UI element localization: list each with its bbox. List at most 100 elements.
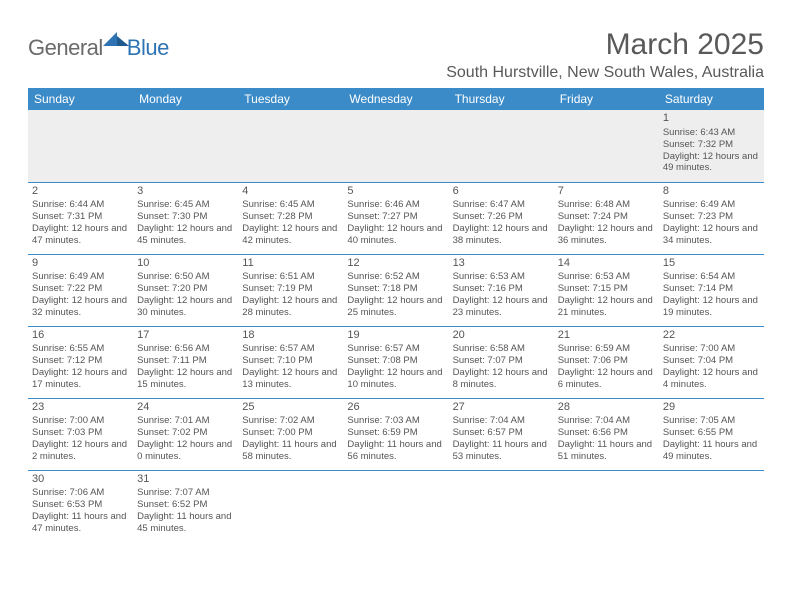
calendar-day: 27Sunrise: 7:04 AMSunset: 6:57 PMDayligh… <box>449 398 554 470</box>
day-number: 30 <box>32 473 129 487</box>
sunset-line: Sunset: 7:07 PM <box>453 355 550 367</box>
sunset-line: Sunset: 6:56 PM <box>558 427 655 439</box>
calendar-day: 4Sunrise: 6:45 AMSunset: 7:28 PMDaylight… <box>238 182 343 254</box>
calendar-empty <box>343 470 448 542</box>
day-number: 24 <box>137 401 234 415</box>
sunset-line: Sunset: 7:23 PM <box>663 211 760 223</box>
calendar-empty <box>133 110 238 182</box>
sunset-line: Sunset: 6:53 PM <box>32 499 129 511</box>
sunset-line: Sunset: 7:18 PM <box>347 283 444 295</box>
calendar-day: 21Sunrise: 6:59 AMSunset: 7:06 PMDayligh… <box>554 326 659 398</box>
calendar-week: 9Sunrise: 6:49 AMSunset: 7:22 PMDaylight… <box>28 254 764 326</box>
daylight-line: Daylight: 12 hours and 38 minutes. <box>453 223 550 247</box>
sunset-line: Sunset: 7:22 PM <box>32 283 129 295</box>
sunset-line: Sunset: 7:02 PM <box>137 427 234 439</box>
daylight-line: Daylight: 12 hours and 6 minutes. <box>558 367 655 391</box>
logo-text-general: General <box>28 35 103 61</box>
sunrise-line: Sunrise: 6:45 AM <box>242 199 339 211</box>
calendar-table: SundayMondayTuesdayWednesdayThursdayFrid… <box>28 88 764 542</box>
day-number: 14 <box>558 257 655 271</box>
calendar-empty <box>449 470 554 542</box>
calendar-day: 1Sunrise: 6:43 AMSunset: 7:32 PMDaylight… <box>659 110 764 182</box>
day-number: 15 <box>663 257 760 271</box>
day-number: 21 <box>558 329 655 343</box>
day-number: 31 <box>137 473 234 487</box>
calendar-day: 9Sunrise: 6:49 AMSunset: 7:22 PMDaylight… <box>28 254 133 326</box>
sunset-line: Sunset: 7:14 PM <box>663 283 760 295</box>
calendar-day: 26Sunrise: 7:03 AMSunset: 6:59 PMDayligh… <box>343 398 448 470</box>
sunset-line: Sunset: 6:52 PM <box>137 499 234 511</box>
sunset-line: Sunset: 7:15 PM <box>558 283 655 295</box>
calendar-week: 2Sunrise: 6:44 AMSunset: 7:31 PMDaylight… <box>28 182 764 254</box>
sunrise-line: Sunrise: 6:45 AM <box>137 199 234 211</box>
title-block: March 2025 South Hurstville, New South W… <box>446 28 764 82</box>
day-header: Thursday <box>449 88 554 110</box>
calendar-day: 15Sunrise: 6:54 AMSunset: 7:14 PMDayligh… <box>659 254 764 326</box>
day-number: 25 <box>242 401 339 415</box>
daylight-line: Daylight: 12 hours and 2 minutes. <box>32 439 129 463</box>
sunset-line: Sunset: 7:20 PM <box>137 283 234 295</box>
day-number: 12 <box>347 257 444 271</box>
day-number: 19 <box>347 329 444 343</box>
day-number: 2 <box>32 185 129 199</box>
daylight-line: Daylight: 11 hours and 45 minutes. <box>137 511 234 535</box>
sunset-line: Sunset: 7:00 PM <box>242 427 339 439</box>
sunrise-line: Sunrise: 6:58 AM <box>453 343 550 355</box>
daylight-line: Daylight: 12 hours and 4 minutes. <box>663 367 760 391</box>
daylight-line: Daylight: 12 hours and 30 minutes. <box>137 295 234 319</box>
daylight-line: Daylight: 12 hours and 21 minutes. <box>558 295 655 319</box>
day-header: Tuesday <box>238 88 343 110</box>
daylight-line: Daylight: 12 hours and 42 minutes. <box>242 223 339 247</box>
day-number: 8 <box>663 185 760 199</box>
sunrise-line: Sunrise: 6:57 AM <box>347 343 444 355</box>
daylight-line: Daylight: 12 hours and 28 minutes. <box>242 295 339 319</box>
calendar-empty <box>449 110 554 182</box>
sunset-line: Sunset: 6:57 PM <box>453 427 550 439</box>
calendar-week: 1Sunrise: 6:43 AMSunset: 7:32 PMDaylight… <box>28 110 764 182</box>
daylight-line: Daylight: 11 hours and 58 minutes. <box>242 439 339 463</box>
sunset-line: Sunset: 7:30 PM <box>137 211 234 223</box>
logo-text-blue: Blue <box>127 35 169 61</box>
day-header: Wednesday <box>343 88 448 110</box>
sunset-line: Sunset: 7:24 PM <box>558 211 655 223</box>
day-header: Monday <box>133 88 238 110</box>
daylight-line: Daylight: 12 hours and 25 minutes. <box>347 295 444 319</box>
daylight-line: Daylight: 11 hours and 56 minutes. <box>347 439 444 463</box>
sunrise-line: Sunrise: 6:43 AM <box>663 127 760 139</box>
location: South Hurstville, New South Wales, Austr… <box>446 64 764 82</box>
sunrise-line: Sunrise: 6:55 AM <box>32 343 129 355</box>
sunset-line: Sunset: 6:59 PM <box>347 427 444 439</box>
sunset-line: Sunset: 7:04 PM <box>663 355 760 367</box>
sunrise-line: Sunrise: 6:51 AM <box>242 271 339 283</box>
daylight-line: Daylight: 12 hours and 49 minutes. <box>663 151 760 175</box>
calendar-day: 16Sunrise: 6:55 AMSunset: 7:12 PMDayligh… <box>28 326 133 398</box>
calendar-day: 20Sunrise: 6:58 AMSunset: 7:07 PMDayligh… <box>449 326 554 398</box>
header: General Blue March 2025 South Hurstville… <box>28 28 764 82</box>
calendar-day: 30Sunrise: 7:06 AMSunset: 6:53 PMDayligh… <box>28 470 133 542</box>
daylight-line: Daylight: 12 hours and 34 minutes. <box>663 223 760 247</box>
sunset-line: Sunset: 7:31 PM <box>32 211 129 223</box>
calendar-day: 2Sunrise: 6:44 AMSunset: 7:31 PMDaylight… <box>28 182 133 254</box>
day-number: 20 <box>453 329 550 343</box>
day-number: 6 <box>453 185 550 199</box>
day-number: 13 <box>453 257 550 271</box>
calendar-day: 5Sunrise: 6:46 AMSunset: 7:27 PMDaylight… <box>343 182 448 254</box>
sunrise-line: Sunrise: 6:47 AM <box>453 199 550 211</box>
sunset-line: Sunset: 7:06 PM <box>558 355 655 367</box>
sunrise-line: Sunrise: 7:04 AM <box>453 415 550 427</box>
sunrise-line: Sunrise: 6:57 AM <box>242 343 339 355</box>
day-number: 1 <box>663 112 760 126</box>
day-number: 23 <box>32 401 129 415</box>
calendar-day: 23Sunrise: 7:00 AMSunset: 7:03 PMDayligh… <box>28 398 133 470</box>
daylight-line: Daylight: 12 hours and 0 minutes. <box>137 439 234 463</box>
sunset-line: Sunset: 7:11 PM <box>137 355 234 367</box>
daylight-line: Daylight: 12 hours and 17 minutes. <box>32 367 129 391</box>
calendar-week: 23Sunrise: 7:00 AMSunset: 7:03 PMDayligh… <box>28 398 764 470</box>
calendar-week: 16Sunrise: 6:55 AMSunset: 7:12 PMDayligh… <box>28 326 764 398</box>
calendar-empty <box>554 110 659 182</box>
calendar-day: 19Sunrise: 6:57 AMSunset: 7:08 PMDayligh… <box>343 326 448 398</box>
sunset-line: Sunset: 7:26 PM <box>453 211 550 223</box>
calendar-empty <box>554 470 659 542</box>
sunrise-line: Sunrise: 6:59 AM <box>558 343 655 355</box>
calendar-day: 10Sunrise: 6:50 AMSunset: 7:20 PMDayligh… <box>133 254 238 326</box>
